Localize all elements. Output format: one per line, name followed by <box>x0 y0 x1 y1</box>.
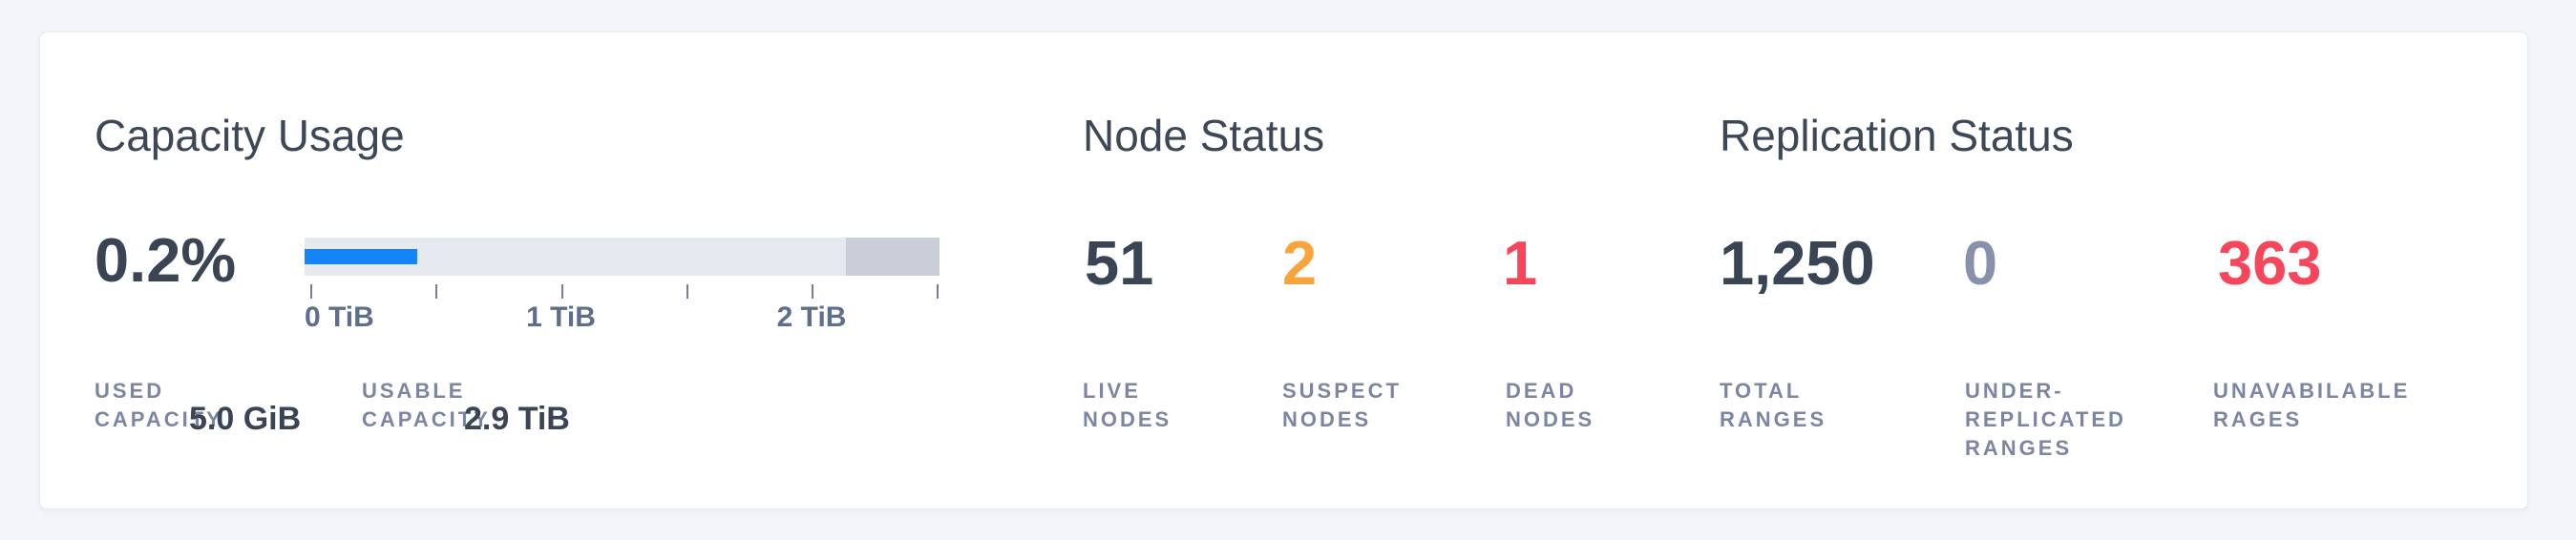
axis-tick <box>686 284 688 299</box>
capacity-usage-section: Capacity Usage 0.2% 0 TiB 1 TiB 2 TiB US… <box>40 32 1043 509</box>
axis-tick <box>309 284 312 299</box>
live-nodes-label: LIVE NODES <box>1083 379 1172 431</box>
dead-nodes-value: 1 <box>1503 228 1538 298</box>
total-ranges-value: 1,250 <box>1720 228 1875 298</box>
usable-capacity-label: USABLE CAPACITY <box>362 379 491 431</box>
non-usable-capacity-segment <box>845 238 940 276</box>
capacity-track <box>305 238 940 276</box>
axis-tick <box>560 284 563 299</box>
unavailable-ranges-value: 363 <box>2218 228 2322 298</box>
replication-status-title: Replication Status <box>1720 111 2074 160</box>
suspect-nodes-label: SUSPECT NODES <box>1282 379 1402 431</box>
axis-tick-label-0: 0 TiB <box>305 301 374 333</box>
capacity-percent: 0.2% <box>95 225 237 295</box>
axis-tick-label-2: 2 TiB <box>776 301 847 333</box>
capacity-bar-chart: 0 TiB 1 TiB 2 TiB <box>305 238 940 343</box>
used-capacity-value: 5.0 GiB <box>189 401 302 437</box>
axis-tick-label-1: 1 TiB <box>526 301 596 333</box>
used-capacity-label: USED CAPACITY <box>95 379 223 431</box>
used-capacity-bar <box>305 249 417 264</box>
live-nodes-value: 51 <box>1085 228 1154 298</box>
usable-capacity-value: 2.9 TiB <box>464 401 570 437</box>
axis-tick <box>435 284 438 299</box>
total-ranges-label: TOTAL RANGES <box>1720 379 1827 431</box>
axis-tick <box>812 284 814 299</box>
unavailable-ranges-label: UNAVABILABLE RAGES <box>2213 379 2411 431</box>
capacity-usage-title: Capacity Usage <box>95 111 405 160</box>
cluster-summary-card: Capacity Usage 0.2% 0 TiB 1 TiB 2 TiB US… <box>39 31 2528 509</box>
suspect-nodes-value: 2 <box>1282 228 1318 298</box>
axis-tick <box>937 284 940 299</box>
node-status-title: Node Status <box>1083 111 1325 160</box>
dead-nodes-label: DEAD NODES <box>1506 379 1595 431</box>
under-replicated-ranges-value: 0 <box>1963 228 1998 298</box>
under-replicated-ranges-label: UNDER- REPLICATED RANGES <box>1965 379 2126 460</box>
